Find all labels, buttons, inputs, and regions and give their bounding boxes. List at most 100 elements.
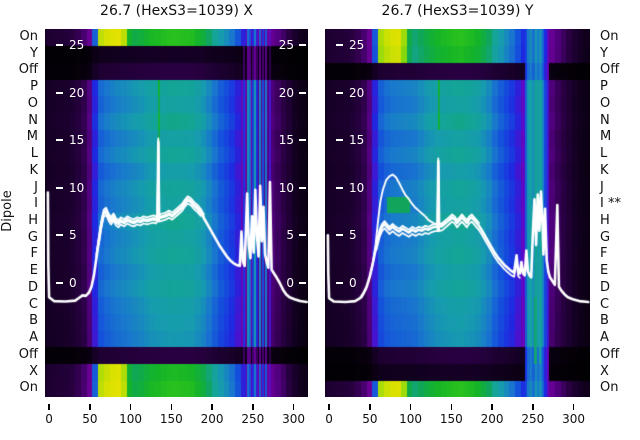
- row-label-left-n-5: N: [28, 112, 38, 128]
- y-tick-label-10: 10: [336, 180, 364, 196]
- tick-dash: [56, 91, 63, 94]
- y-tick-label-10: 10: [56, 180, 84, 196]
- tick-dash: [299, 91, 306, 94]
- row-label-right-f-13: F: [600, 246, 608, 262]
- row-label-left-o-4: O: [27, 95, 38, 111]
- row-label-left-e-14: E: [29, 263, 38, 279]
- row-label-right-j-9: J: [600, 179, 604, 195]
- x-tick-label-1-150: 150: [439, 412, 463, 426]
- tick-dash: [56, 186, 63, 189]
- y-tick-label-25-right: 25: [262, 37, 306, 53]
- row-label-left-l-7: L: [30, 146, 38, 162]
- y-tick-label-20: 20: [56, 85, 84, 101]
- tick-dash: [299, 282, 306, 284]
- tick-number: 5: [349, 228, 357, 243]
- row-label-right-b-17: B: [600, 313, 609, 329]
- tick-dash: [299, 186, 306, 189]
- row-label-right-k-8: K: [600, 162, 609, 178]
- x-tick-mark-1-150: [450, 404, 453, 410]
- heatmap-panel-y: [325, 29, 590, 397]
- y-tick-label-20: 20: [336, 85, 364, 101]
- row-label-left-j-9: J: [34, 179, 38, 195]
- y-tick-label-25: 25: [336, 37, 364, 53]
- tick-number: 15: [278, 133, 294, 148]
- y-tick-label-15: 15: [336, 132, 364, 148]
- row-label-left-on-0: On: [19, 29, 38, 44]
- x-tick-label-1-300: 300: [562, 412, 586, 426]
- tick-number: 5: [286, 228, 294, 243]
- tick-number: 0: [349, 276, 357, 290]
- row-label-left-b-17: B: [29, 313, 38, 329]
- row-label-left-g-12: G: [27, 229, 38, 245]
- y-tick-label-15-right: 15: [262, 132, 306, 148]
- y-tick-label-0: 0: [56, 275, 77, 291]
- row-label-right-n-5: N: [600, 112, 610, 128]
- row-label-right-o-4: O: [600, 95, 611, 111]
- tick-dash: [299, 139, 306, 142]
- y-tick-label-10-right: 10: [262, 180, 306, 196]
- tick-dash: [336, 91, 343, 94]
- x-tick-mark-1-100: [409, 404, 412, 410]
- tick-dash: [56, 234, 63, 237]
- row-label-left-d-15: D: [27, 279, 38, 295]
- x-tick-mark-0-300: [292, 404, 295, 410]
- tick-number: 0: [69, 276, 77, 290]
- row-label-left-on-21: On: [19, 380, 38, 396]
- x-tick-mark-0-250: [252, 404, 254, 410]
- x-tick-label-1-50: 50: [362, 412, 378, 426]
- tick-number: 20: [349, 85, 365, 100]
- row-label-right-y-1: Y: [600, 45, 608, 61]
- x-tick-mark-1-0: [328, 404, 330, 410]
- row-label-right-d-15: D: [600, 279, 611, 295]
- row-label-left-off-19: Off: [18, 346, 38, 362]
- tick-dash: [336, 186, 343, 189]
- row-label-left-p-3: P: [30, 79, 38, 95]
- row-label-right-on-0: On: [600, 29, 619, 44]
- row-label-right-l-7: L: [600, 146, 608, 162]
- y-tick-label-5-right: 5: [262, 227, 306, 243]
- x-tick-label-1-250: 250: [521, 412, 545, 426]
- x-tick-label-0-50: 50: [82, 412, 98, 426]
- tick-dash: [56, 282, 63, 284]
- row-label-left-x-20: X: [29, 363, 38, 379]
- row-label-left-off-2: Off: [18, 62, 38, 78]
- tick-dash: [299, 234, 306, 237]
- tick-number: 25: [278, 38, 294, 52]
- x-tick-mark-0-150: [170, 404, 173, 410]
- tick-number: 15: [349, 133, 365, 148]
- panel-y-title: 26.7 (HexS3=1039) Y: [381, 3, 534, 19]
- row-label-right-c-16: C: [600, 296, 610, 312]
- row-label-left-k-8: K: [29, 162, 38, 178]
- row-label-left-f-13: F: [30, 246, 38, 262]
- x-tick-label-1-0: 0: [325, 412, 333, 426]
- row-label-left-y-1: Y: [30, 45, 38, 61]
- row-label-left-i-10: I: [34, 196, 38, 212]
- y-tick-label-25: 25: [56, 37, 84, 53]
- row-label-right-on-21: On: [600, 380, 619, 396]
- row-label-right-p-3: P: [600, 79, 608, 95]
- x-tick-label-0-100: 100: [119, 412, 143, 426]
- tick-number: 20: [278, 85, 294, 100]
- y-tick-label-5: 5: [56, 227, 77, 243]
- x-tick-label-1-200: 200: [480, 412, 504, 426]
- row-label-right-off-19: Off: [600, 346, 620, 362]
- tick-number: 20: [69, 85, 85, 100]
- tick-dash: [56, 44, 63, 46]
- tick-dash: [336, 44, 343, 46]
- x-tick-mark-1-200: [491, 404, 493, 410]
- x-tick-mark-0-50: [89, 404, 91, 410]
- row-label-right-i-10: I **: [600, 196, 621, 212]
- x-tick-label-0-250: 250: [241, 412, 265, 426]
- x-tick-mark-1-50: [369, 404, 371, 410]
- x-tick-label-0-200: 200: [200, 412, 224, 426]
- x-tick-mark-0-0: [48, 404, 50, 410]
- tick-number: 10: [349, 180, 365, 195]
- tick-dash: [56, 139, 63, 142]
- x-tick-mark-0-100: [129, 404, 132, 410]
- tick-number: 15: [69, 133, 85, 148]
- tick-number: 0: [286, 276, 294, 290]
- row-label-right-e-14: E: [600, 263, 609, 279]
- row-label-right-g-12: G: [600, 229, 611, 245]
- y-tick-label-0: 0: [336, 275, 357, 291]
